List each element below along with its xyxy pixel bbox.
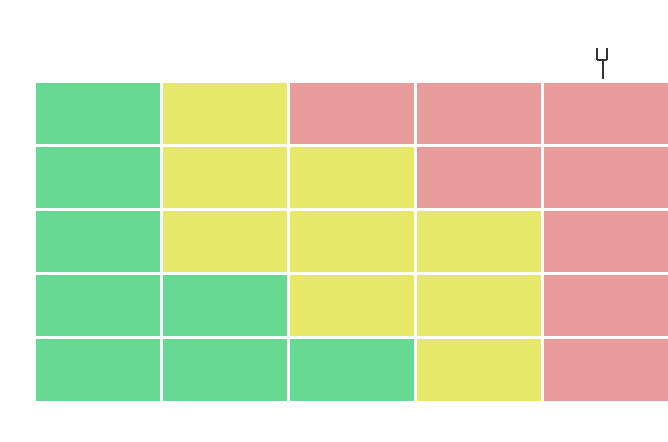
matrix-cell-high	[544, 83, 668, 144]
matrix-cell-high	[290, 83, 414, 144]
matrix-cell-high	[544, 275, 668, 336]
matrix-cell-high	[417, 147, 541, 208]
matrix-cell-low	[36, 83, 160, 144]
matrix-cell-medium	[163, 147, 287, 208]
matrix-cell-medium	[163, 83, 287, 144]
matrix-cell-medium	[417, 339, 541, 401]
matrix-cell-medium	[163, 211, 287, 272]
matrix-cell-low	[163, 275, 287, 336]
matrix-cell-high	[544, 339, 668, 401]
matrix-cell-medium	[290, 211, 414, 272]
arrow-head-icon	[596, 48, 608, 61]
matrix-cell-high	[417, 83, 541, 144]
matrix-cell-high	[544, 147, 668, 208]
matrix-cell-medium	[290, 147, 414, 208]
matrix-cell-high	[544, 211, 668, 272]
matrix-cell-medium	[290, 275, 414, 336]
matrix-cell-medium	[417, 275, 541, 336]
matrix-cell-low	[36, 339, 160, 401]
matrix-cell-low	[36, 211, 160, 272]
matrix-cell-low	[163, 339, 287, 401]
matrix-cell-low	[36, 275, 160, 336]
matrix-cell-low	[36, 147, 160, 208]
risk-matrix-grid	[32, 79, 668, 408]
matrix-cell-low	[290, 339, 414, 401]
matrix-cell-medium	[417, 211, 541, 272]
